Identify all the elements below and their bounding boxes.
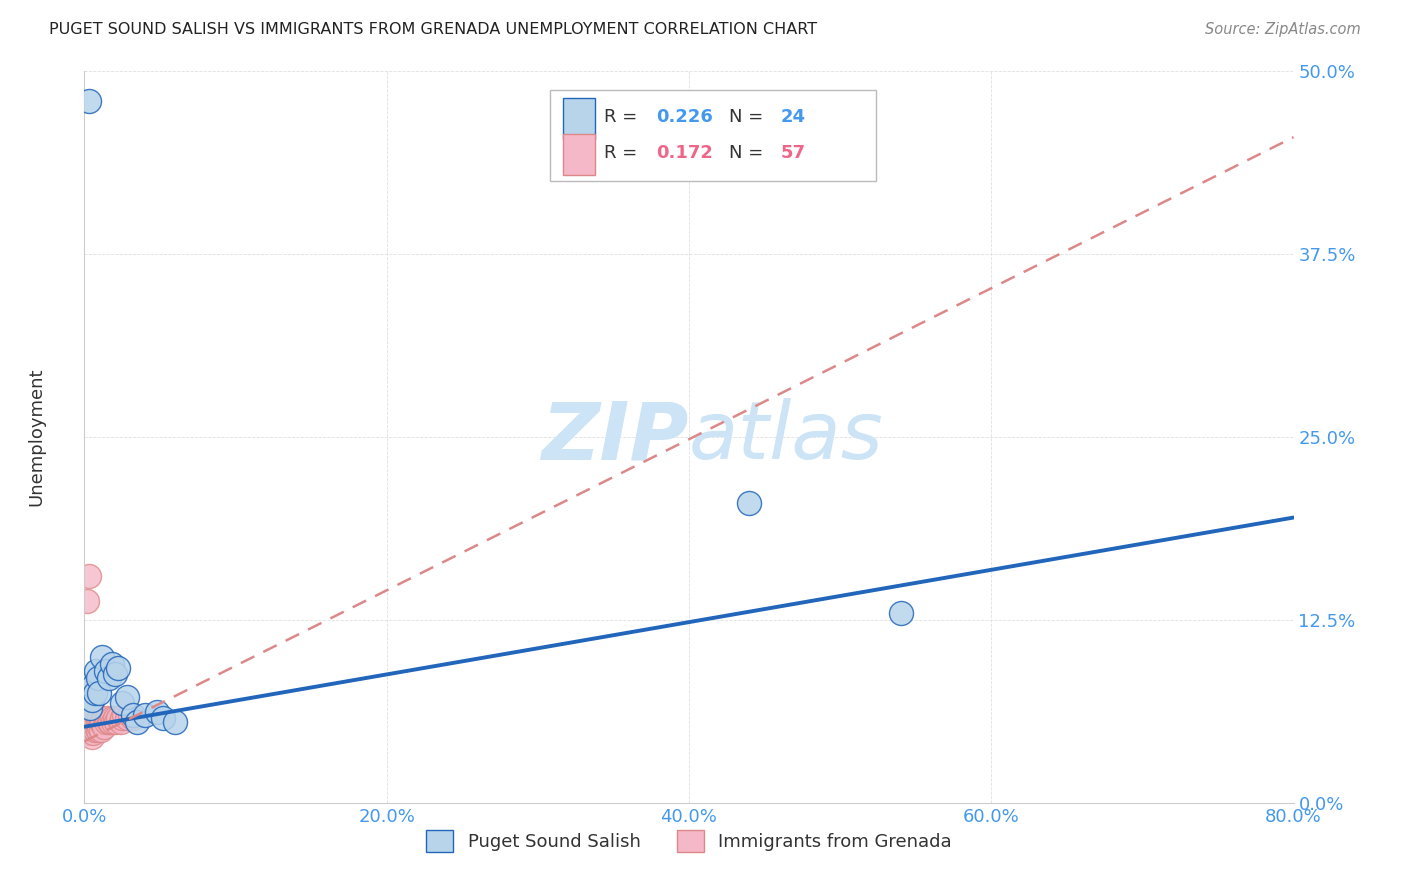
Point <box>115 690 138 705</box>
Point <box>77 696 100 710</box>
Point <box>77 94 100 108</box>
Point <box>86 715 108 730</box>
Text: 24: 24 <box>780 108 806 126</box>
Point <box>87 715 110 730</box>
Point <box>80 730 103 744</box>
Point <box>738 496 761 510</box>
Point <box>84 708 107 723</box>
Point <box>76 700 98 714</box>
Text: R =: R = <box>605 145 644 162</box>
Point <box>101 715 124 730</box>
Point <box>89 711 111 725</box>
Point <box>105 715 128 730</box>
Point <box>77 569 100 583</box>
Point <box>90 715 112 730</box>
Point <box>75 679 97 693</box>
Point <box>134 708 156 723</box>
Point <box>80 708 103 723</box>
Point <box>146 705 169 719</box>
Point <box>152 711 174 725</box>
Text: 57: 57 <box>780 145 806 162</box>
Point <box>79 725 101 739</box>
Point <box>87 672 110 686</box>
Text: PUGET SOUND SALISH VS IMMIGRANTS FROM GRENADA UNEMPLOYMENT CORRELATION CHART: PUGET SOUND SALISH VS IMMIGRANTS FROM GR… <box>49 22 817 37</box>
Point <box>94 715 117 730</box>
Point <box>76 708 98 723</box>
Point <box>127 715 149 730</box>
Point <box>111 696 134 710</box>
Text: Unemployment: Unemployment <box>27 368 45 507</box>
Point <box>115 711 138 725</box>
Point <box>86 720 108 734</box>
FancyBboxPatch shape <box>550 90 876 181</box>
Point <box>107 711 129 725</box>
Text: Source: ZipAtlas.com: Source: ZipAtlas.com <box>1205 22 1361 37</box>
Point <box>121 708 143 723</box>
Legend: Puget Sound Salish, Immigrants from Grenada: Puget Sound Salish, Immigrants from Gren… <box>419 823 959 860</box>
Point <box>100 711 122 725</box>
Point <box>84 723 107 737</box>
Point <box>96 711 118 725</box>
Point <box>82 679 104 693</box>
Point <box>80 715 103 730</box>
Point <box>80 723 103 737</box>
Point <box>98 715 121 730</box>
Point <box>165 715 187 730</box>
Point <box>111 711 134 725</box>
Point <box>77 711 100 725</box>
Point <box>79 720 101 734</box>
Point <box>82 711 104 725</box>
Point <box>76 686 98 700</box>
Point <box>107 661 129 675</box>
Point <box>112 708 135 723</box>
Text: 0.172: 0.172 <box>657 145 713 162</box>
Text: N =: N = <box>728 108 769 126</box>
Point <box>110 715 132 730</box>
Point <box>89 720 111 734</box>
Point <box>82 720 104 734</box>
Text: N =: N = <box>728 145 769 162</box>
Text: R =: R = <box>605 108 644 126</box>
Point <box>84 715 107 730</box>
Point <box>79 705 101 719</box>
Point <box>86 708 108 723</box>
FancyBboxPatch shape <box>564 135 595 175</box>
Point <box>104 711 127 725</box>
FancyBboxPatch shape <box>564 98 595 138</box>
Point <box>84 686 107 700</box>
Point <box>77 715 100 730</box>
Point <box>94 664 117 678</box>
Point <box>121 711 143 725</box>
Point <box>104 667 127 681</box>
Point <box>91 715 114 730</box>
Point <box>80 693 103 707</box>
Point <box>80 700 103 714</box>
Point <box>89 686 111 700</box>
Point <box>79 700 101 714</box>
Point <box>76 715 98 730</box>
Point <box>97 672 120 686</box>
Point <box>100 657 122 671</box>
Point <box>890 606 912 620</box>
Point <box>118 708 141 723</box>
Point <box>82 725 104 739</box>
Point <box>77 723 100 737</box>
Point <box>75 693 97 707</box>
Point <box>79 696 101 710</box>
Point <box>86 664 108 678</box>
Text: ZIP: ZIP <box>541 398 689 476</box>
Point <box>93 720 115 734</box>
Text: 0.226: 0.226 <box>657 108 713 126</box>
Text: atlas: atlas <box>689 398 884 476</box>
Point <box>79 711 101 725</box>
Point <box>87 723 110 737</box>
Point <box>80 693 103 707</box>
Point <box>77 705 100 719</box>
Point <box>97 715 120 730</box>
Point <box>91 649 114 664</box>
Point <box>80 705 103 719</box>
Point <box>76 594 98 608</box>
Point <box>90 723 112 737</box>
